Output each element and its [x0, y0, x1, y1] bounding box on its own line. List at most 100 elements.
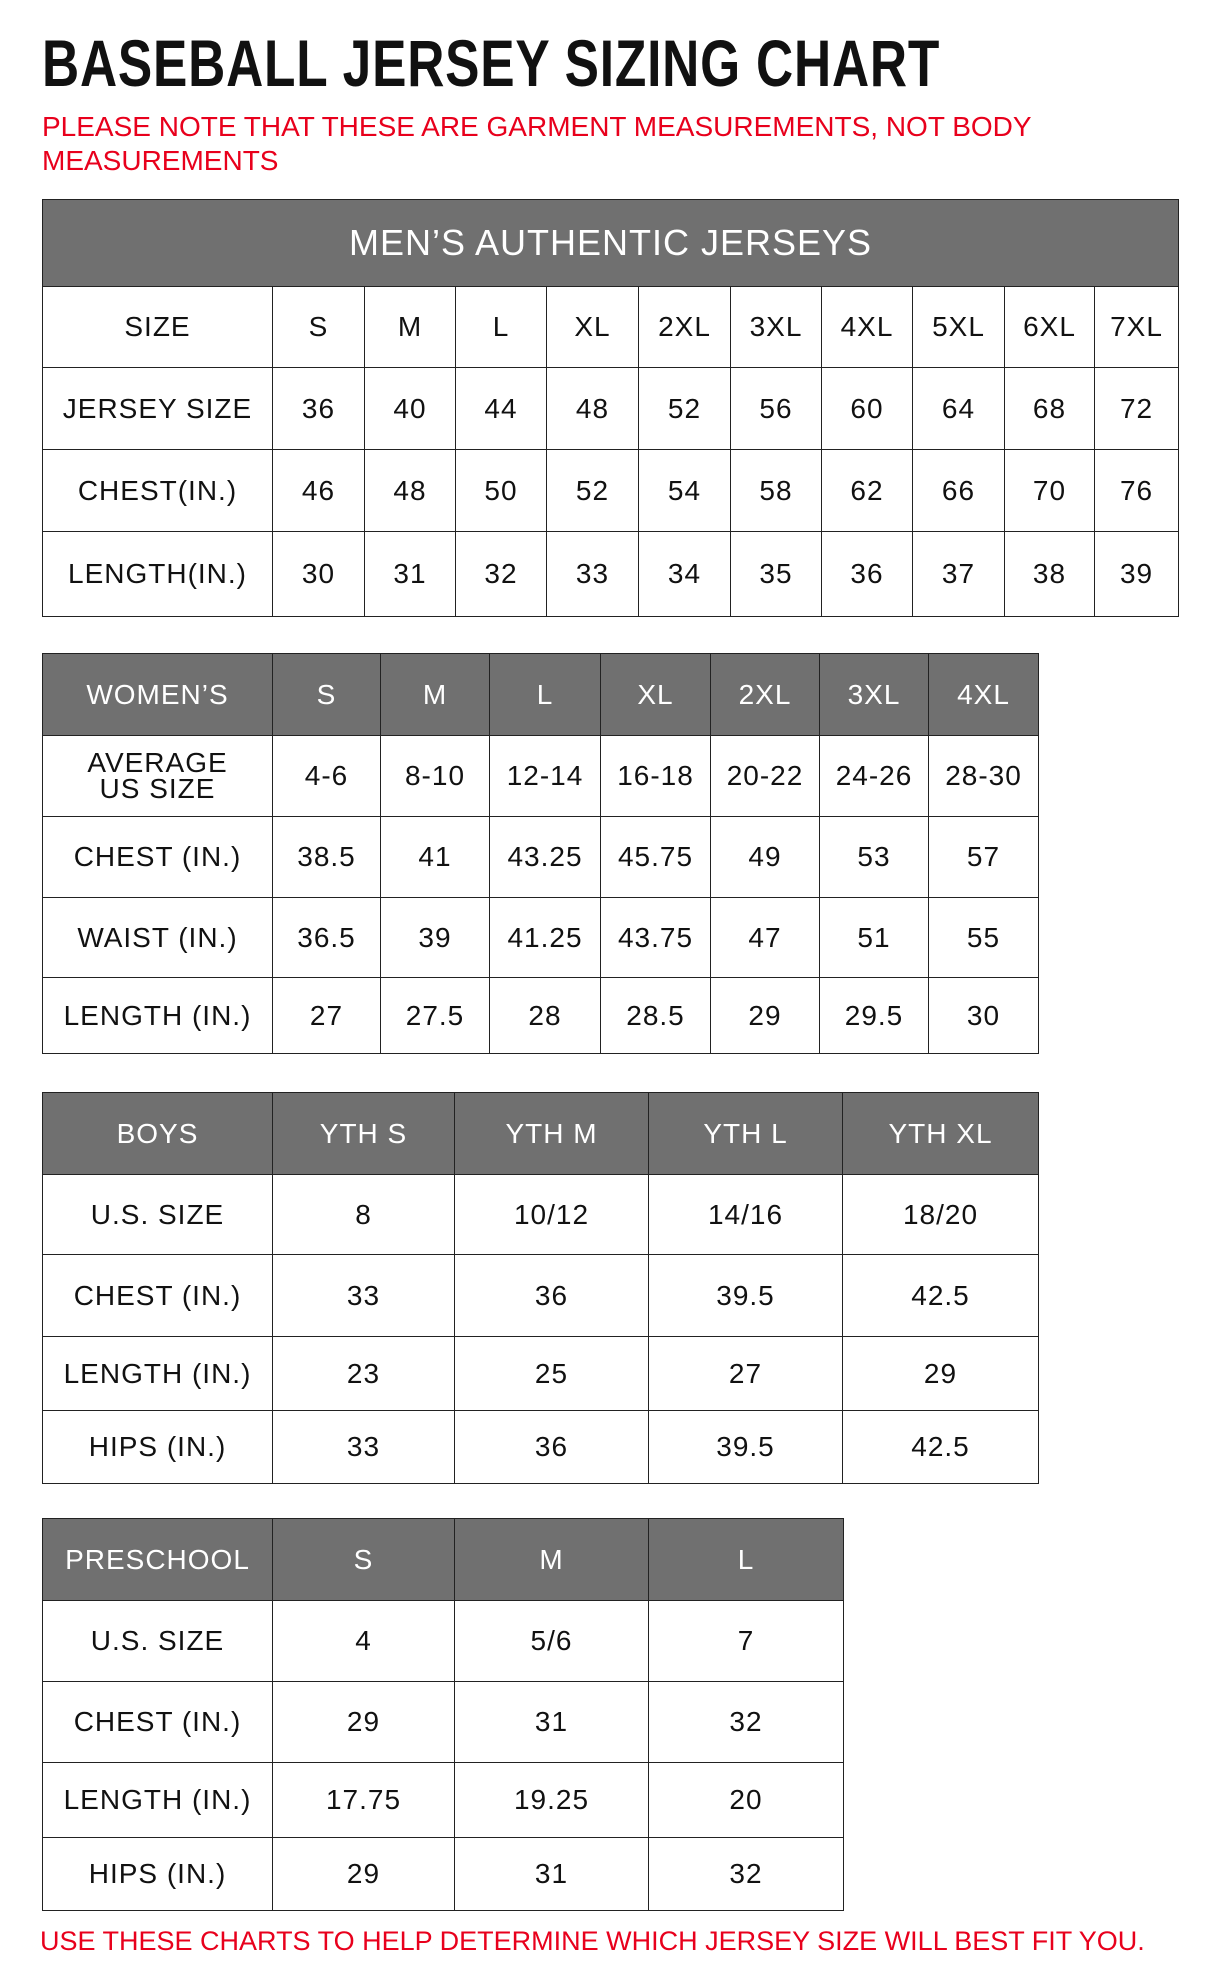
- measurement-cell: 29: [842, 1336, 1039, 1411]
- measurement-cell: 40: [364, 367, 456, 450]
- measurement-cell: 70: [1004, 449, 1095, 532]
- table-row: HIPS (IN.) 33 36 39.5 42.5: [42, 1410, 1039, 1484]
- table-row: U.S. SIZE 4 5/6 7: [42, 1600, 844, 1682]
- measurement-cell: 29: [710, 977, 820, 1054]
- row-label: HIPS (IN.): [42, 1410, 273, 1484]
- measurement-cell: 28.5: [600, 977, 711, 1054]
- footer-note: USE THESE CHARTS TO HELP DETERMINE WHICH…: [40, 1926, 1145, 1956]
- measurement-cell: 27: [648, 1336, 843, 1411]
- table-row: LENGTH (IN.) 27 27.5 28 28.5 29 29.5 30: [42, 977, 1039, 1054]
- table-banner: MEN’S AUTHENTIC JERSEYS: [41, 199, 1180, 287]
- row-label: AVERAGE US SIZE: [42, 735, 273, 817]
- measurement-cell: 42.5: [842, 1410, 1039, 1484]
- measurement-cell: 42.5: [842, 1254, 1039, 1337]
- measurement-cell: 29: [272, 1837, 455, 1911]
- measurement-cell: 31: [454, 1681, 649, 1763]
- measurement-cell: 8-10: [380, 735, 490, 817]
- measurement-cell: 68: [1004, 367, 1095, 450]
- measurement-cell: 27: [272, 977, 381, 1054]
- row-label: WAIST (IN.): [42, 897, 273, 978]
- measurement-cell: 55: [928, 897, 1039, 978]
- measurement-cell: 51: [819, 897, 929, 978]
- size-column-header: 6XL: [1004, 286, 1095, 368]
- measurement-cell: 36: [454, 1410, 649, 1484]
- measurement-cell: 72: [1093, 367, 1180, 450]
- measurement-cell: 58: [730, 449, 822, 532]
- measurement-cell: 50: [455, 449, 547, 532]
- measurement-cell: 52: [638, 367, 731, 450]
- size-column-header: YTH XL: [842, 1092, 1039, 1175]
- size-column-header: L: [489, 653, 601, 736]
- measurement-cell: 39.5: [648, 1410, 843, 1484]
- measurement-cell: 35: [730, 531, 822, 617]
- header-row: PRESCHOOL S M L: [42, 1518, 844, 1601]
- size-column-header: L: [455, 286, 547, 368]
- measurement-cell: 45.75: [600, 816, 711, 898]
- measurement-cell: 57: [928, 816, 1039, 898]
- size-column-header: XL: [600, 653, 711, 736]
- measurement-cell: 66: [912, 449, 1005, 532]
- measurement-cell: 32: [455, 531, 547, 617]
- measurement-cell: 41.25: [489, 897, 601, 978]
- size-column-header: S: [272, 653, 381, 736]
- measurement-cell: 14/16: [648, 1174, 843, 1255]
- row-label-header: PRESCHOOL: [42, 1518, 273, 1601]
- measurement-cell: 27.5: [380, 977, 490, 1054]
- measurement-cell: 30: [928, 977, 1039, 1054]
- measurement-cell: 64: [912, 367, 1005, 450]
- size-column-header: 7XL: [1093, 286, 1180, 368]
- measurement-cell: 36.5: [272, 897, 381, 978]
- measurement-cell: 36: [454, 1254, 649, 1337]
- measurement-cell: 34: [638, 531, 731, 617]
- row-label-header: BOYS: [42, 1092, 273, 1175]
- measurement-cell: 36: [272, 367, 365, 450]
- measurement-cell: 39.5: [648, 1254, 843, 1337]
- header-row: SIZE S M L XL 2XL 3XL 4XL 5XL 6XL 7XL: [42, 286, 1180, 368]
- table-row: CHEST (IN.) 38.5 41 43.25 45.75 49 53 57: [42, 816, 1039, 898]
- size-column-header: S: [272, 286, 365, 368]
- measurement-cell: 56: [730, 367, 822, 450]
- row-label: CHEST(IN.): [42, 449, 273, 532]
- measurement-cell: 31: [454, 1837, 649, 1911]
- measurement-cell: 30: [272, 531, 365, 617]
- page-title: BASEBALL JERSEY SIZING CHART: [42, 26, 941, 100]
- measurement-cell: 43.25: [489, 816, 601, 898]
- measurement-cell: 12-14: [489, 735, 601, 817]
- table-row: LENGTH(IN.) 30 31 32 33 34 35 36 37 38 39: [42, 531, 1180, 617]
- size-column-header: 2XL: [710, 653, 820, 736]
- measurement-cell: 44: [455, 367, 547, 450]
- measurement-cell: 23: [272, 1336, 455, 1411]
- measurement-cell: 4: [272, 1600, 455, 1682]
- size-column-header: 4XL: [928, 653, 1039, 736]
- measurement-cell: 5/6: [454, 1600, 649, 1682]
- measurement-cell: 76: [1093, 449, 1180, 532]
- row-label: LENGTH(IN.): [42, 531, 273, 617]
- measurement-cell: 25: [454, 1336, 649, 1411]
- measurement-cell: 32: [648, 1837, 844, 1911]
- size-column-header: 2XL: [638, 286, 731, 368]
- row-label-header: WOMEN’S: [42, 653, 273, 736]
- row-label: U.S. SIZE: [42, 1600, 273, 1682]
- row-label-header: SIZE: [42, 286, 273, 368]
- table-row: LENGTH (IN.) 17.75 19.25 20: [42, 1762, 844, 1838]
- size-column-header: YTH M: [454, 1092, 649, 1175]
- table-row: HIPS (IN.) 29 31 32: [42, 1837, 844, 1911]
- measurement-cell: 20: [648, 1762, 844, 1838]
- size-column-header: 4XL: [821, 286, 913, 368]
- boys-size-table: BOYS YTH S YTH M YTH L YTH XL U.S. SIZE 8 10/12…: [42, 1092, 1039, 1484]
- row-label: HIPS (IN.): [42, 1837, 273, 1911]
- measurement-cell: 62: [821, 449, 913, 532]
- measurement-cell: 31: [364, 531, 456, 617]
- table-row: LENGTH (IN.) 23 25 27 29: [42, 1336, 1039, 1411]
- measurement-cell: 18/20: [842, 1174, 1039, 1255]
- row-label: LENGTH (IN.): [42, 977, 273, 1054]
- table-row: CHEST (IN.) 33 36 39.5 42.5: [42, 1254, 1039, 1337]
- row-label: LENGTH (IN.): [42, 1762, 273, 1838]
- row-label: CHEST (IN.): [42, 1254, 273, 1337]
- measurement-cell: 53: [819, 816, 929, 898]
- table-row: JERSEY SIZE 36 40 44 48 52 56 60 64 68 72: [42, 367, 1180, 450]
- row-label: CHEST (IN.): [42, 1681, 273, 1763]
- measurement-cell: 47: [710, 897, 820, 978]
- size-column-header: M: [454, 1518, 649, 1601]
- row-label: LENGTH (IN.): [42, 1336, 273, 1411]
